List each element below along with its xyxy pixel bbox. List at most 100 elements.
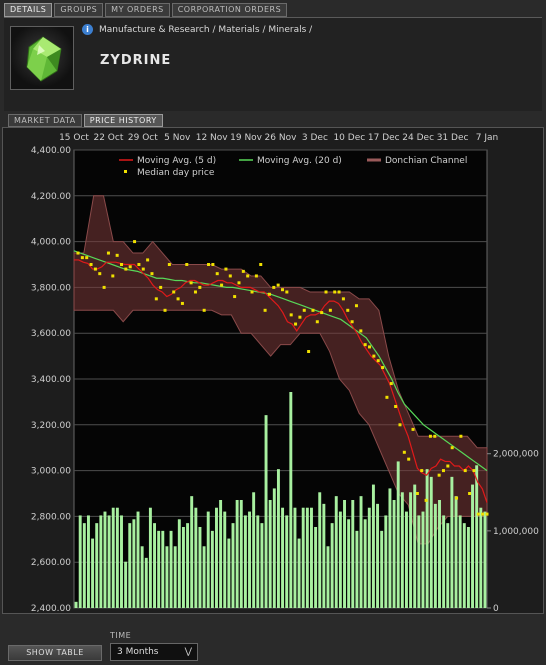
volume-bar (347, 519, 351, 608)
x-tick-label: 17 Dec (368, 133, 400, 143)
median-price-point (415, 492, 419, 495)
tab-corporation-orders[interactable]: CORPORATION ORDERS (171, 3, 288, 17)
tab-my-orders[interactable]: MY ORDERS (105, 3, 170, 17)
tab-price-history[interactable]: PRICE HISTORY (83, 114, 163, 127)
volume-bar (396, 461, 400, 608)
median-price-point (85, 256, 89, 260)
y-tick-label: 2,800.00 (31, 512, 71, 522)
volume-bar (223, 511, 227, 608)
median-price-point (485, 512, 489, 516)
volume-bar (413, 484, 417, 608)
time-label: TIME (110, 631, 132, 640)
mineral-crystal-icon (26, 36, 62, 82)
volume-bar (438, 500, 441, 608)
x-tick-label: 31 Dec (437, 133, 469, 143)
volume-bar (256, 515, 260, 608)
median-price-point (341, 297, 345, 301)
volume-bar (314, 527, 318, 608)
volume-bar (363, 519, 367, 608)
volume-bar (248, 511, 251, 608)
volume-bar (417, 515, 421, 608)
median-price-point (224, 267, 228, 271)
median-price-point (354, 304, 358, 308)
median-price-point (481, 512, 485, 516)
volume-bar (310, 507, 313, 608)
volume-bar (132, 519, 136, 608)
median-price-point (437, 473, 441, 477)
x-tick-label: 19 Nov (230, 133, 263, 143)
median-price-point (381, 366, 385, 370)
x-tick-label: 24 Dec (402, 133, 434, 143)
item-icon (10, 26, 74, 90)
volume-bar (115, 507, 119, 608)
y-tick-label: 4,400.00 (31, 146, 71, 156)
median-price-point (167, 263, 171, 266)
volume-bar (95, 523, 99, 608)
breadcrumb[interactable]: Manufacture & Research / Materials / Min… (99, 25, 313, 35)
volume-bar (227, 538, 231, 608)
legend-ma5-label: Moving Avg. (5 d) (137, 156, 216, 166)
info-icon[interactable]: i (82, 24, 93, 35)
median-price-point (128, 265, 132, 269)
volume-bar (124, 561, 128, 608)
volume-bar (405, 511, 408, 608)
x-tick-label: 5 Nov (164, 133, 191, 143)
volume-bar (301, 507, 305, 608)
median-price-point (237, 281, 241, 285)
legend-median-swatch (124, 170, 127, 173)
volume-bar (210, 530, 214, 608)
volume-bar (219, 500, 223, 608)
x-tick-label: 26 Nov (265, 133, 298, 143)
median-price-point (350, 320, 354, 324)
median-price-point (346, 308, 350, 312)
median-price-point (215, 272, 219, 276)
median-price-point (93, 267, 97, 271)
volume-bar (318, 492, 322, 608)
median-price-point (450, 446, 454, 450)
volume-bar (243, 515, 247, 608)
median-price-point (202, 308, 206, 312)
median-price-point (394, 404, 398, 408)
median-price-point (185, 263, 189, 266)
volume-bar (103, 511, 107, 608)
time-range-select[interactable]: 3 Months ⋁ (110, 643, 198, 661)
median-price-point (111, 274, 115, 278)
volume-bar (161, 530, 165, 608)
volume-bar (433, 503, 437, 608)
median-price-point (298, 315, 302, 319)
volume-bar (169, 530, 173, 608)
volume-bar (322, 503, 326, 608)
volume-bar (285, 515, 289, 608)
median-price-point (272, 285, 276, 289)
median-price-point (172, 290, 176, 294)
median-price-point (220, 283, 224, 287)
median-price-point (294, 322, 298, 326)
volume-bar (479, 507, 483, 608)
median-price-point (289, 313, 293, 317)
tab-details[interactable]: DETAILS (4, 3, 53, 17)
volume-bar (409, 492, 413, 608)
volume-bar (268, 500, 272, 608)
median-price-point (193, 290, 197, 294)
median-price-point (411, 427, 415, 431)
median-price-point (424, 498, 428, 502)
volume-bar (239, 500, 243, 608)
show-table-button[interactable]: SHOW TABLE (8, 645, 102, 661)
volume-bar (86, 515, 90, 608)
median-price-point (476, 512, 480, 516)
median-price-point (211, 263, 215, 266)
median-price-point (146, 258, 150, 262)
median-price-point (159, 285, 163, 289)
median-price-point (176, 297, 180, 301)
median-price-point (446, 464, 450, 468)
y-tick-label: 4,200.00 (31, 192, 71, 202)
median-price-point (198, 285, 202, 289)
tab-groups[interactable]: GROUPS (54, 3, 104, 17)
volume-tick-label: 2,000,000 (493, 450, 539, 460)
median-price-point (285, 290, 289, 294)
median-price-point (246, 274, 250, 278)
volume-bar (107, 515, 111, 608)
volume-bar (462, 523, 466, 608)
median-price-point (124, 267, 128, 271)
tab-market-data[interactable]: MARKET DATA (8, 114, 82, 127)
